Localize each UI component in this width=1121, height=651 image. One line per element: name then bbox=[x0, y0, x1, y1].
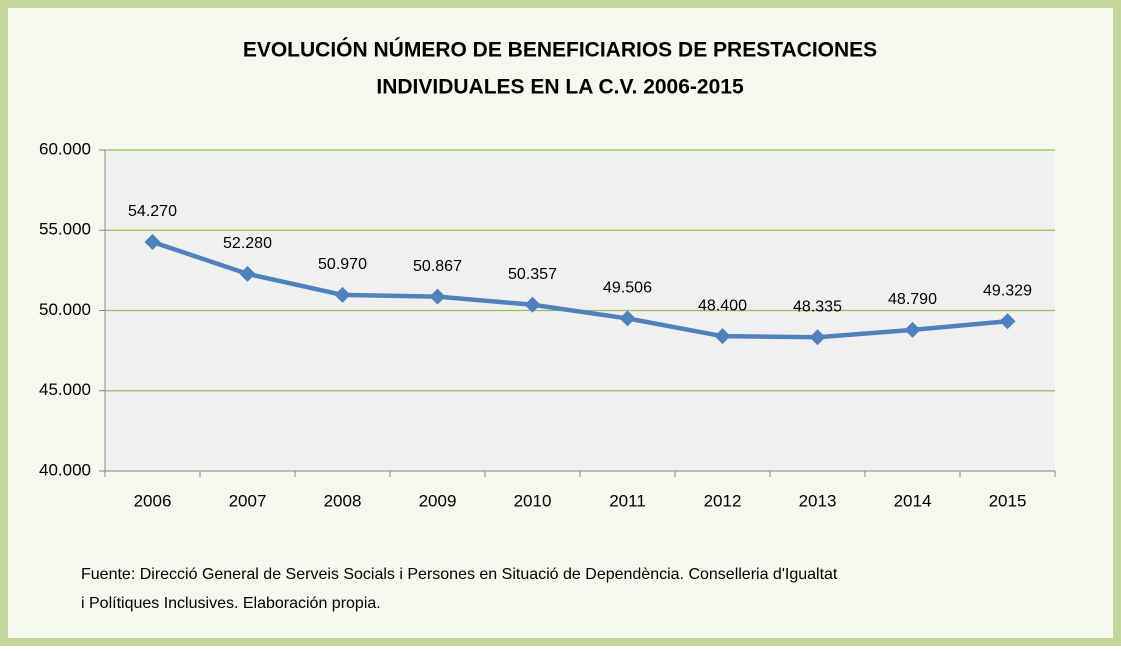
x-tick-label: 2009 bbox=[419, 491, 457, 510]
data-label: 48.335 bbox=[793, 298, 842, 315]
y-tick-label: 45.000 bbox=[39, 380, 91, 399]
data-label: 49.506 bbox=[603, 280, 652, 297]
y-tick-label: 60.000 bbox=[39, 139, 91, 158]
x-tick-label: 2010 bbox=[514, 491, 552, 510]
data-label: 49.329 bbox=[983, 282, 1032, 299]
x-tick-label: 2014 bbox=[894, 491, 932, 510]
data-label: 50.357 bbox=[508, 266, 557, 283]
x-tick-label: 2007 bbox=[229, 491, 267, 510]
chart-title: INDIVIDUALES EN LA C.V. 2006-2015 bbox=[376, 76, 744, 99]
data-line bbox=[151, 239, 1008, 340]
data-label: 50.867 bbox=[413, 258, 462, 275]
y-tick-label: 40.000 bbox=[39, 460, 91, 479]
source-note: i Polítiques Inclusives. Elaboración pro… bbox=[81, 595, 381, 612]
data-label: 48.790 bbox=[888, 291, 937, 308]
data-point bbox=[714, 328, 731, 345]
x-tick-label: 2008 bbox=[324, 491, 362, 510]
source-note: Fuente: Direcció General de Serveis Soci… bbox=[81, 566, 838, 583]
data-point bbox=[809, 329, 826, 346]
y-tick-label: 55.000 bbox=[39, 220, 91, 239]
data-point bbox=[334, 286, 351, 303]
x-tick-label: 2015 bbox=[989, 491, 1027, 510]
data-label: 50.970 bbox=[318, 256, 367, 273]
data-point bbox=[619, 310, 636, 327]
x-tick-label: 2013 bbox=[799, 491, 837, 510]
data-point bbox=[239, 265, 256, 282]
data-point bbox=[999, 313, 1016, 330]
data-point bbox=[429, 288, 446, 305]
data-point bbox=[144, 233, 161, 250]
data-point bbox=[524, 296, 541, 313]
data-point bbox=[904, 321, 921, 338]
x-tick-label: 2011 bbox=[609, 491, 646, 510]
data-label: 52.280 bbox=[223, 235, 272, 252]
data-label: 54.270 bbox=[128, 203, 177, 220]
x-tick-label: 2012 bbox=[704, 491, 742, 510]
y-tick-label: 50.000 bbox=[39, 300, 91, 319]
data-label: 48.400 bbox=[698, 297, 747, 314]
x-tick-label: 2006 bbox=[134, 491, 172, 510]
chart-title: EVOLUCIÓN NÚMERO DE BENEFICIARIOS DE PRE… bbox=[243, 38, 877, 62]
